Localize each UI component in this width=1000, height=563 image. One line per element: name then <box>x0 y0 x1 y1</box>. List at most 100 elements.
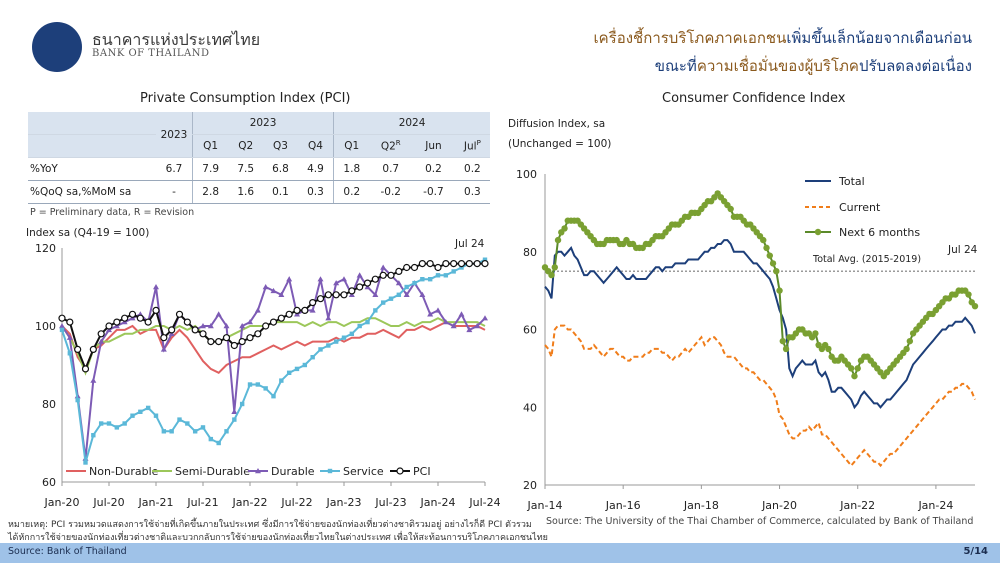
cci-data-point <box>760 236 767 244</box>
pci-y-tick-label: 100 <box>35 320 56 333</box>
table-subheader-row: Q1 Q2 Q3 Q4 Q1 Q2R Jun JulP <box>28 134 490 158</box>
pci-data-point <box>113 318 121 326</box>
pci-data-point <box>200 425 206 430</box>
pci-data-point <box>98 338 105 344</box>
pci-data-point <box>207 323 214 329</box>
pci-data-point <box>332 291 340 299</box>
pci-data-point <box>310 355 315 360</box>
pci-data-point <box>317 276 324 282</box>
pci-data-point <box>356 272 363 278</box>
pci-data-point <box>254 330 262 338</box>
pci-data-point <box>81 365 90 373</box>
pci-data-point <box>74 345 82 354</box>
pci-data-point <box>208 436 214 442</box>
cci-data-point <box>971 302 979 310</box>
cci-y-tick-label: 60 <box>523 324 537 337</box>
pci-data-point <box>231 408 238 414</box>
page-number: 5/14 <box>963 546 988 557</box>
pci-data-point <box>309 307 316 313</box>
pci-data-point <box>326 343 331 348</box>
pci-data-point <box>434 263 442 272</box>
pci-x-tick-label: Jan-24 <box>420 496 456 509</box>
pci-data-point <box>357 323 362 329</box>
subcol-header: Q2 <box>228 134 264 158</box>
pci-data-point <box>302 362 308 368</box>
preliminary-superscript: P <box>476 139 481 148</box>
pci-data-point <box>481 260 489 268</box>
pci-x-tick-label: Jul-21 <box>186 496 218 509</box>
pci-data-point <box>420 277 425 282</box>
bottom-note-1: หมายเหตุ: PCI รวมหมวดแสดงการใช้จ่ายที่เก… <box>8 520 532 530</box>
cci-data-point <box>766 252 773 259</box>
pci-chart: 60 80 100 120 Jan-20 Jul-20 Jan-21 Jul-21 Jan-22… <box>35 242 500 509</box>
table-cell: 7.5 <box>228 157 264 181</box>
org-name-thai: ธนาคารแห่งประเทศไทย <box>92 30 261 49</box>
cci-data-point <box>551 264 558 271</box>
pci-data-point <box>97 330 105 338</box>
cci-y-tick-label: 100 <box>516 168 537 181</box>
table-cell: 7.9 <box>192 157 229 181</box>
subcol-header: Q4 <box>297 134 334 158</box>
cci-series-current <box>544 324 976 468</box>
pci-data-point <box>263 386 268 391</box>
pci-data-point <box>349 331 355 336</box>
table-header-row: 2023 2023 2024 <box>28 112 490 158</box>
pci-data-point <box>114 425 120 430</box>
pci-data-point <box>348 287 356 295</box>
pci-data-point <box>59 323 65 329</box>
headline-1-part-2: เพิ่มขึ้นเล็กน้อยจากเดือนก่อน <box>786 29 972 47</box>
cci-y-tick-label: 20 <box>523 479 537 492</box>
pci-data-point <box>191 326 199 334</box>
group-2023: 2023 <box>191 112 334 135</box>
pci-data-point <box>379 271 387 279</box>
pci-data-point <box>200 323 206 329</box>
table-cell: - <box>156 180 193 204</box>
table-cell: 0.7 <box>369 157 413 181</box>
pci-data-point <box>371 275 379 283</box>
table-cell: -0.2 <box>369 180 413 204</box>
pci-data-point <box>426 260 434 268</box>
pci-data-point <box>395 280 402 286</box>
table-cell: -0.7 <box>412 180 455 204</box>
pci-data-point <box>222 334 231 342</box>
pci-data-point <box>450 323 457 329</box>
pci-data-point <box>325 315 332 321</box>
cci-data-point <box>769 260 777 267</box>
pci-data-point <box>153 284 159 290</box>
pci-data-point <box>255 382 261 387</box>
cci-legend-label: Total <box>838 175 865 188</box>
cci-data-point <box>848 365 855 372</box>
pci-data-point <box>192 429 198 434</box>
pci-data-point <box>451 269 456 274</box>
pci-data-point <box>341 276 347 282</box>
bottom-note-2: ได้หักการใช้จ่ายของนักท่องเที่ยวต่างชาติ… <box>8 533 548 543</box>
pci-legend-label: Semi-Durable <box>175 465 250 478</box>
pci-legend-label: PCI <box>413 465 431 478</box>
pci-data-point <box>239 401 245 407</box>
cci-data-point <box>782 345 790 353</box>
pci-data-point <box>294 366 300 372</box>
pci-data-point <box>247 319 253 325</box>
subcol-header: Q3 <box>263 134 298 158</box>
pci-data-point <box>356 283 364 291</box>
pci-data-point <box>175 310 184 318</box>
pci-data-point <box>442 260 450 268</box>
pci-data-point <box>372 291 379 297</box>
table-cell: 0.2 <box>333 180 370 204</box>
pci-title: Private Consumption Index (PCI) <box>140 91 351 106</box>
pci-data-point <box>419 291 426 297</box>
pci-data-point <box>435 273 441 278</box>
subcol-header-jul: JulP <box>454 134 490 158</box>
pci-data-point <box>418 260 426 268</box>
pci-data-point <box>412 280 417 286</box>
subcol-q2-label: Q2 <box>380 140 396 153</box>
pci-data-point <box>230 341 238 350</box>
pci-x-tick-label: Jan-22 <box>232 496 268 509</box>
cci-data-point <box>906 337 914 345</box>
pci-data-point <box>254 307 261 313</box>
cci-x-tick-label: Jan-18 <box>683 499 719 512</box>
pci-data-point <box>199 330 207 338</box>
pci-data-point <box>279 378 284 383</box>
pci-data-point <box>387 271 395 279</box>
pci-legend-label: Durable <box>271 465 315 478</box>
